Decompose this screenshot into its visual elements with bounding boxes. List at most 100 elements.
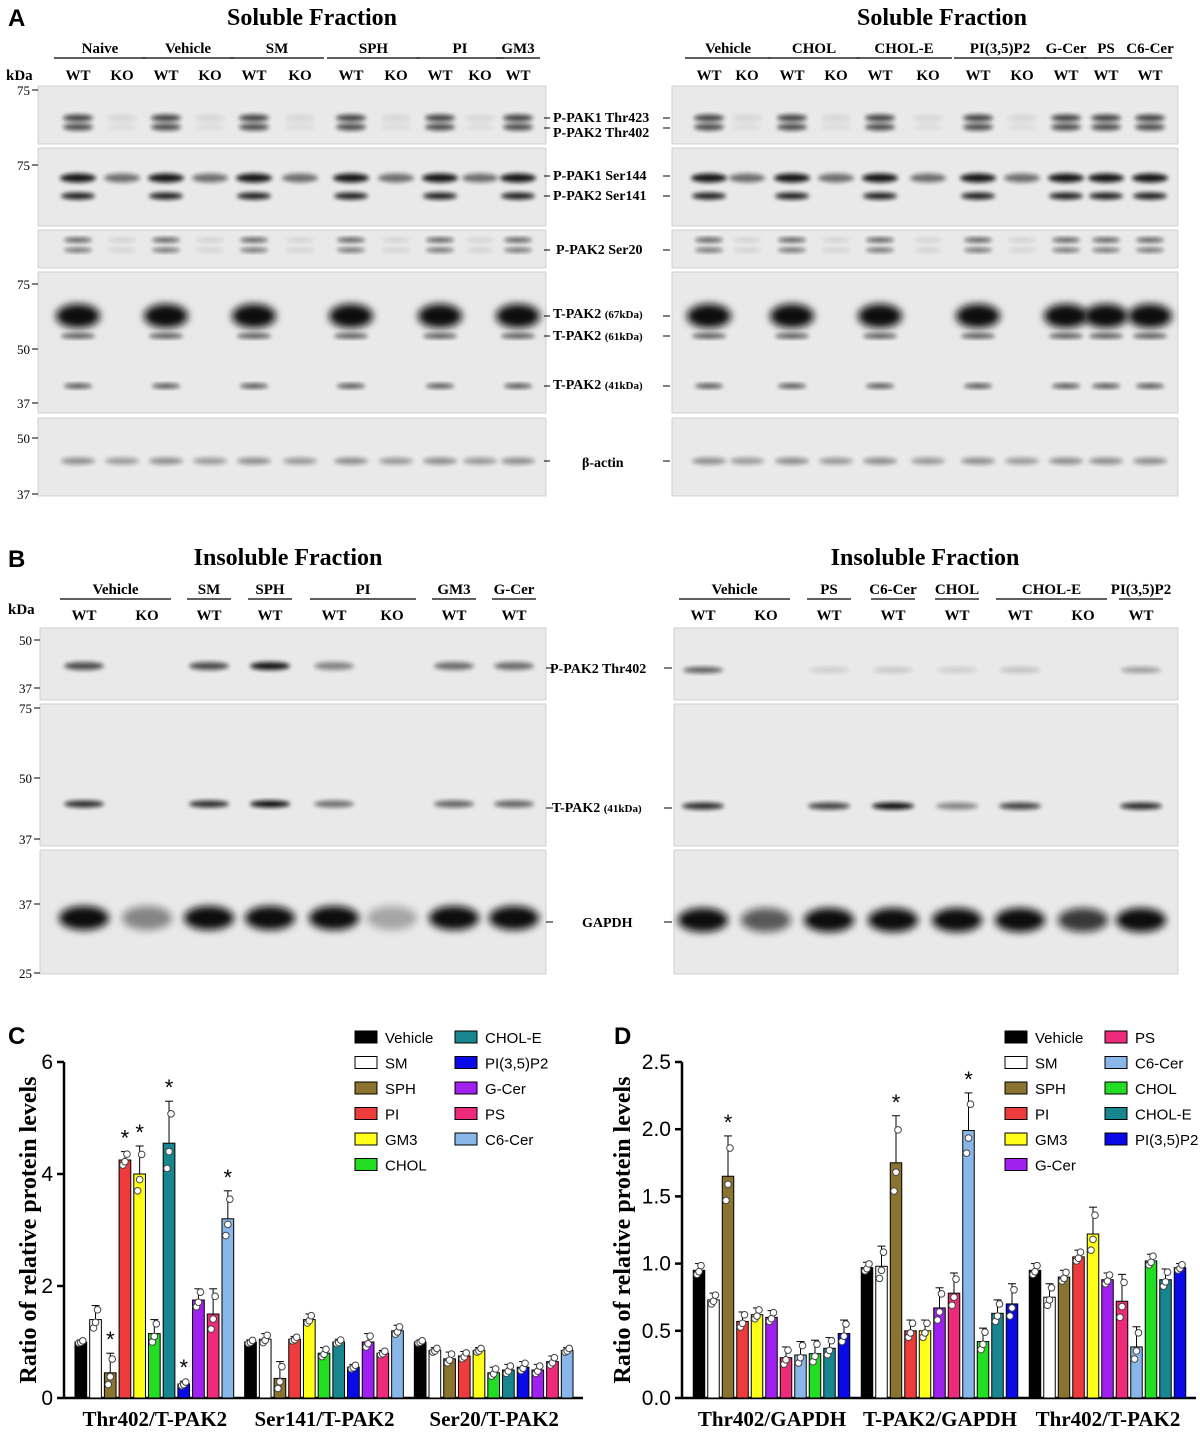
data-point xyxy=(711,1291,720,1299)
blot-band xyxy=(775,192,809,200)
data-point xyxy=(462,1349,471,1357)
bar-g-cer xyxy=(192,1299,205,1399)
data-point xyxy=(1010,1286,1018,1294)
blot-b-t-pak2-left xyxy=(39,703,547,847)
blot-band xyxy=(865,114,895,122)
blot-band xyxy=(1128,304,1172,328)
data-point xyxy=(165,1147,173,1156)
b-left-lane-wt: WT xyxy=(71,608,96,624)
legend-swatch-c6-cer xyxy=(454,1132,478,1146)
a-left-lane-ko: KO xyxy=(110,68,133,84)
blot-band xyxy=(283,457,317,465)
blot-band xyxy=(425,114,455,122)
data-point xyxy=(104,1380,113,1389)
blot-band xyxy=(192,173,228,183)
data-point xyxy=(381,1347,389,1356)
blot-band xyxy=(692,457,726,465)
blot-band xyxy=(423,333,457,339)
data-point xyxy=(1045,1296,1054,1304)
legend-swatch-chol xyxy=(354,1158,378,1171)
blot-band xyxy=(863,457,897,465)
x-category-label: Ser141/T-PAK2 xyxy=(255,1407,395,1431)
blot-band xyxy=(108,247,136,253)
legend-label-pi: PI xyxy=(1035,1107,1049,1124)
b-left-group-gm3: GM3 xyxy=(437,582,470,598)
bar-vehicle xyxy=(1028,1269,1042,1399)
blot-band xyxy=(489,906,539,930)
blot-band xyxy=(465,114,495,122)
blot-t-pak2-left xyxy=(37,271,547,414)
b-left-lane-wt: WT xyxy=(321,608,346,624)
a-left-lane-wt: WT xyxy=(505,68,530,84)
blot-band xyxy=(286,237,314,243)
kda-marker-b: 37 xyxy=(19,832,33,847)
a-left-group-sph: SPH xyxy=(359,41,389,57)
bar-gm3 xyxy=(302,1319,316,1399)
blot-band xyxy=(809,667,849,673)
legend-label-pi: PI xyxy=(385,1107,399,1124)
data-point xyxy=(196,1288,205,1296)
data-point xyxy=(1033,1261,1041,1270)
blot-band xyxy=(866,247,894,253)
data-point xyxy=(825,1346,834,1355)
a-right-group-pi-3-5-p2: PI(3,5)P2 xyxy=(970,41,1030,57)
legend-label-g-cer: G-Cer xyxy=(485,1081,526,1098)
panel-b-band-labels: P-PAK2 Thr402 T-PAK2 (41kDa) GAPDH xyxy=(550,662,646,931)
blot-band xyxy=(189,800,229,808)
blot-band xyxy=(695,383,723,389)
blot-band xyxy=(496,304,540,328)
a-left-lane-ko: KO xyxy=(288,68,311,84)
bar-chol-e xyxy=(332,1341,346,1399)
b-right-lane-wt: WT xyxy=(880,608,905,624)
b-left-group-vehicle: Vehicle xyxy=(92,582,138,598)
blot-band xyxy=(1135,114,1165,122)
significance-mark: * xyxy=(224,1165,233,1190)
y-axis-label: Ratio of relative protein levels xyxy=(610,1076,636,1383)
blot-band xyxy=(107,123,137,131)
bar-gm3 xyxy=(750,1314,764,1399)
blot-band xyxy=(1120,802,1162,810)
bar-vehicle xyxy=(692,1269,706,1399)
blot-band xyxy=(329,304,373,328)
kda-marker-a: 37 xyxy=(17,396,31,411)
data-point xyxy=(224,1220,232,1229)
data-point xyxy=(1008,1304,1016,1312)
data-point xyxy=(79,1337,87,1345)
blot-band xyxy=(382,247,410,253)
data-point xyxy=(722,1196,730,1205)
blot-band xyxy=(462,173,498,183)
b-right-lane-wt: WT xyxy=(1007,608,1032,624)
blot-band xyxy=(1135,123,1165,131)
blot-band xyxy=(913,114,943,122)
blot-band xyxy=(314,662,354,670)
blot-band xyxy=(285,123,315,131)
bar-pi xyxy=(118,1159,132,1399)
blot-band xyxy=(778,237,806,243)
x-category-label: Thr402/T-PAK2 xyxy=(82,1407,227,1431)
blot-t-pak2-right xyxy=(671,271,1179,414)
significance-mark: * xyxy=(964,1067,973,1092)
data-point xyxy=(724,1180,732,1189)
blot-band xyxy=(1132,173,1168,183)
data-point xyxy=(1089,1235,1097,1244)
blot-band xyxy=(336,114,366,122)
blot-band xyxy=(189,662,229,670)
blot-band xyxy=(863,192,897,200)
blot-band xyxy=(1136,247,1164,253)
panel-letter-d: D xyxy=(614,1023,631,1050)
blot-band xyxy=(240,247,268,253)
legend-swatch-gm3 xyxy=(354,1132,378,1146)
kda-marker-a: 75 xyxy=(17,277,30,292)
data-point xyxy=(995,1300,1004,1308)
legend-swatch-sph xyxy=(354,1081,378,1095)
data-point xyxy=(150,1332,159,1341)
blot-band xyxy=(1121,667,1161,673)
blot-band xyxy=(963,114,993,122)
blot-band xyxy=(232,304,276,328)
band-label-p-pak2-ser141: P-PAK2 Ser141 xyxy=(553,189,646,204)
band-label-p-pak1-ser144: P-PAK1 Ser144 xyxy=(553,169,646,184)
bar-c6-cer xyxy=(560,1349,574,1399)
blot-band xyxy=(501,192,535,200)
blot-band xyxy=(872,802,914,810)
b-left-lane-wt: WT xyxy=(196,608,221,624)
